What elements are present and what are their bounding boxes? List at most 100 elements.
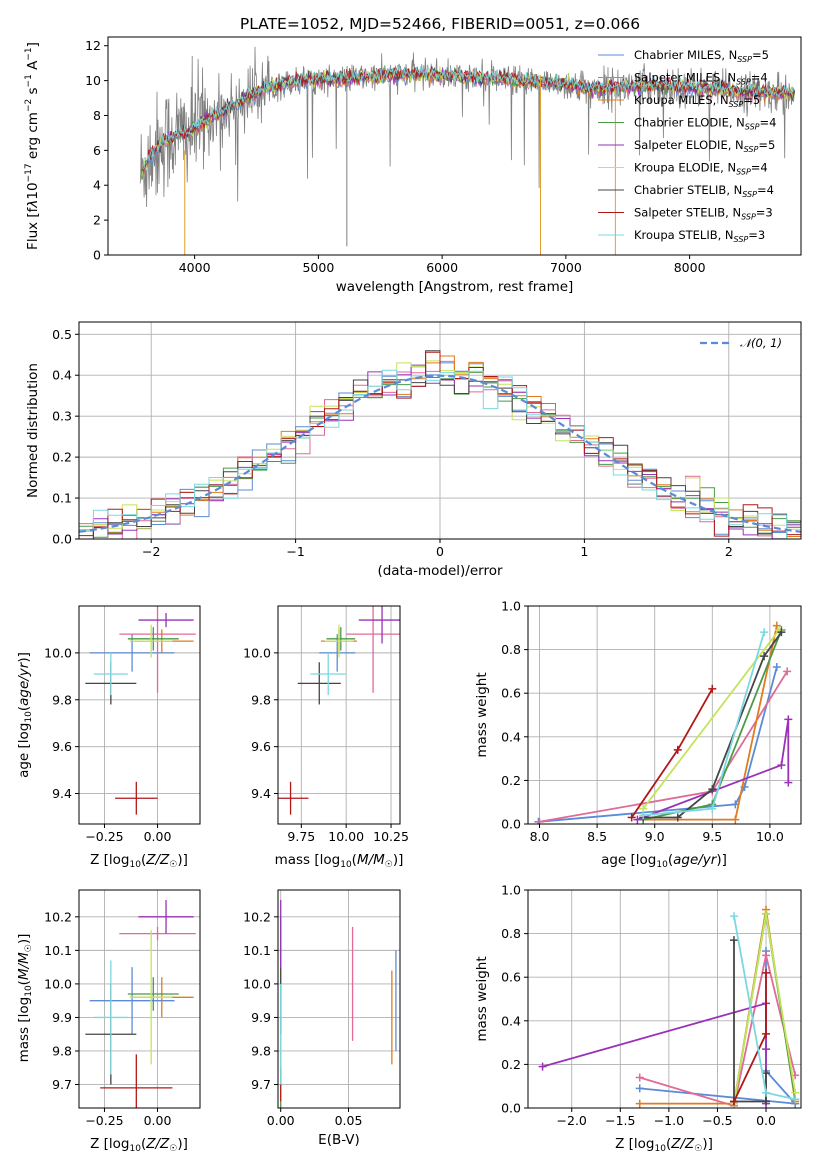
series-marker	[635, 1099, 644, 1108]
series-marker	[784, 715, 793, 724]
axes-frame	[78, 889, 201, 1109]
axes-frame	[527, 605, 802, 825]
y-tick-label: 9.7	[251, 1077, 271, 1092]
y-tick-label: 0.8	[501, 926, 521, 941]
panel-mass-vs-extinction: 0.00 0.05 9.7 9.8 9.9 10.0 10.1 10.2 E(B-V)	[243, 889, 401, 1148]
legend-label: 𝒩(0, 1)	[740, 336, 782, 350]
x-tick-label: 4000	[179, 260, 211, 275]
legend-label: Kroupa STELIB, NSSP=3	[634, 228, 765, 244]
series-marker	[635, 1073, 644, 1082]
panel-spectrum: 4000 5000 6000 7000 8000 0 2 4 6 8 10 12 wavelength …	[24, 36, 802, 295]
series-line	[639, 955, 797, 1107]
legend-label: Salpeter STELIB, NSSP=3	[634, 206, 773, 222]
data-point	[310, 652, 347, 696]
series-marker	[762, 1029, 771, 1038]
series-marker	[633, 815, 642, 824]
x-tick-label: 9.0	[645, 829, 665, 844]
y-tick-label: 0.2	[52, 450, 72, 465]
x-tick-label: 9.75	[287, 829, 315, 844]
y-tick-label: 0.0	[501, 1101, 521, 1116]
y-tick-label: 9.8	[52, 692, 72, 707]
x-tick-label: 1	[580, 544, 588, 559]
y-tick-label: 12	[85, 38, 101, 53]
data-point	[324, 624, 354, 658]
y-axis-label: mass weight	[474, 956, 490, 1041]
y-tick-label: 0.3	[52, 409, 72, 424]
errorbars	[280, 900, 397, 1108]
data-point	[115, 781, 158, 815]
legend-label: Kroupa ELODIE, NSSP=4	[634, 161, 768, 177]
data-point	[319, 634, 356, 672]
x-axis-label: (data-model)/error	[377, 563, 503, 579]
y-tick-label: 9.4	[251, 786, 271, 801]
x-axis-label: wavelength [Angstrom, rest frame]	[336, 279, 574, 295]
x-tick-label: −1.5	[605, 1113, 635, 1128]
histogram-steps	[79, 350, 801, 539]
x-tick-label: 0.00	[144, 1113, 172, 1128]
y-tick-label: 0.2	[501, 773, 521, 788]
legend-label: Chabrier MILES, NSSP=5	[634, 48, 769, 64]
y-tick-label: 10.1	[44, 943, 72, 958]
y-tick-label: 0.4	[501, 729, 521, 744]
axes-frame	[277, 605, 401, 825]
series-line	[643, 631, 765, 817]
x-tick-label: 0.0	[756, 1113, 776, 1128]
data-point	[89, 967, 175, 1035]
series-marker	[762, 1097, 771, 1106]
x-axis-label: mass [log10(M/M☉)]	[275, 852, 404, 870]
legend-label: Chabrier STELIB, NSSP=4	[634, 183, 774, 199]
x-tick-label: 10.00	[328, 829, 364, 844]
weight-lines	[534, 621, 793, 824]
data-point	[119, 606, 196, 693]
legend-label: Kroupa MILES, NSSP=5	[634, 93, 760, 109]
y-axis-label: Flux [fλ10−17 erg cm−2 s−1 A−1]	[24, 42, 41, 250]
y-tick-label: 9.9	[52, 1010, 72, 1025]
y-tick-label: 10.0	[44, 976, 72, 991]
series-marker	[538, 1062, 547, 1071]
data-point	[138, 900, 194, 934]
y-tick-label: 0.0	[52, 532, 72, 547]
series-marker	[762, 1088, 771, 1097]
y-tick-label: 0	[93, 248, 101, 263]
data-point	[93, 960, 128, 1075]
data-point	[346, 606, 400, 693]
x-axis-label: age [log10(age/yr)]	[601, 852, 727, 870]
y-tick-label: 9.8	[52, 1043, 72, 1058]
x-tick-label: 0.00	[144, 829, 172, 844]
series-marker	[708, 804, 717, 813]
y-axis-label: age [log10(age/yr)]	[16, 652, 34, 778]
axes-frame	[527, 889, 802, 1109]
weight-lines	[538, 905, 800, 1108]
data-point	[127, 977, 179, 1011]
axes-frame	[107, 36, 802, 256]
series-line	[733, 940, 767, 1103]
x-tick-label: 10.0	[756, 829, 784, 844]
x-tick-label: 0.05	[335, 1113, 363, 1128]
data-point	[297, 662, 341, 705]
series-marker	[673, 745, 682, 754]
y-tick-label: 1.0	[501, 883, 521, 898]
series-marker	[762, 1045, 771, 1054]
x-tick-label: 2	[725, 544, 733, 559]
y-tick-label: 0.6	[501, 970, 521, 985]
errorbars	[278, 606, 400, 815]
y-axis-label: Normed distribution	[25, 363, 41, 498]
y-tick-label: 0.4	[501, 1013, 521, 1028]
x-tick-label: 0.00	[267, 1113, 295, 1128]
series-marker	[729, 936, 738, 945]
series-marker	[762, 951, 771, 960]
data-point	[100, 1054, 173, 1108]
data-point	[278, 781, 309, 815]
series-marker	[535, 817, 544, 824]
series-marker	[708, 684, 717, 693]
x-tick-label: −1.0	[654, 1113, 684, 1128]
x-tick-label: −0.5	[702, 1113, 732, 1128]
data-point	[358, 606, 400, 644]
y-tick-label: 9.6	[251, 739, 271, 754]
x-tick-label: 9.5	[702, 829, 722, 844]
data-point	[129, 930, 173, 1065]
series-marker	[731, 815, 740, 824]
series-marker	[627, 813, 636, 822]
series-marker	[777, 761, 786, 770]
series-marker	[673, 813, 682, 822]
